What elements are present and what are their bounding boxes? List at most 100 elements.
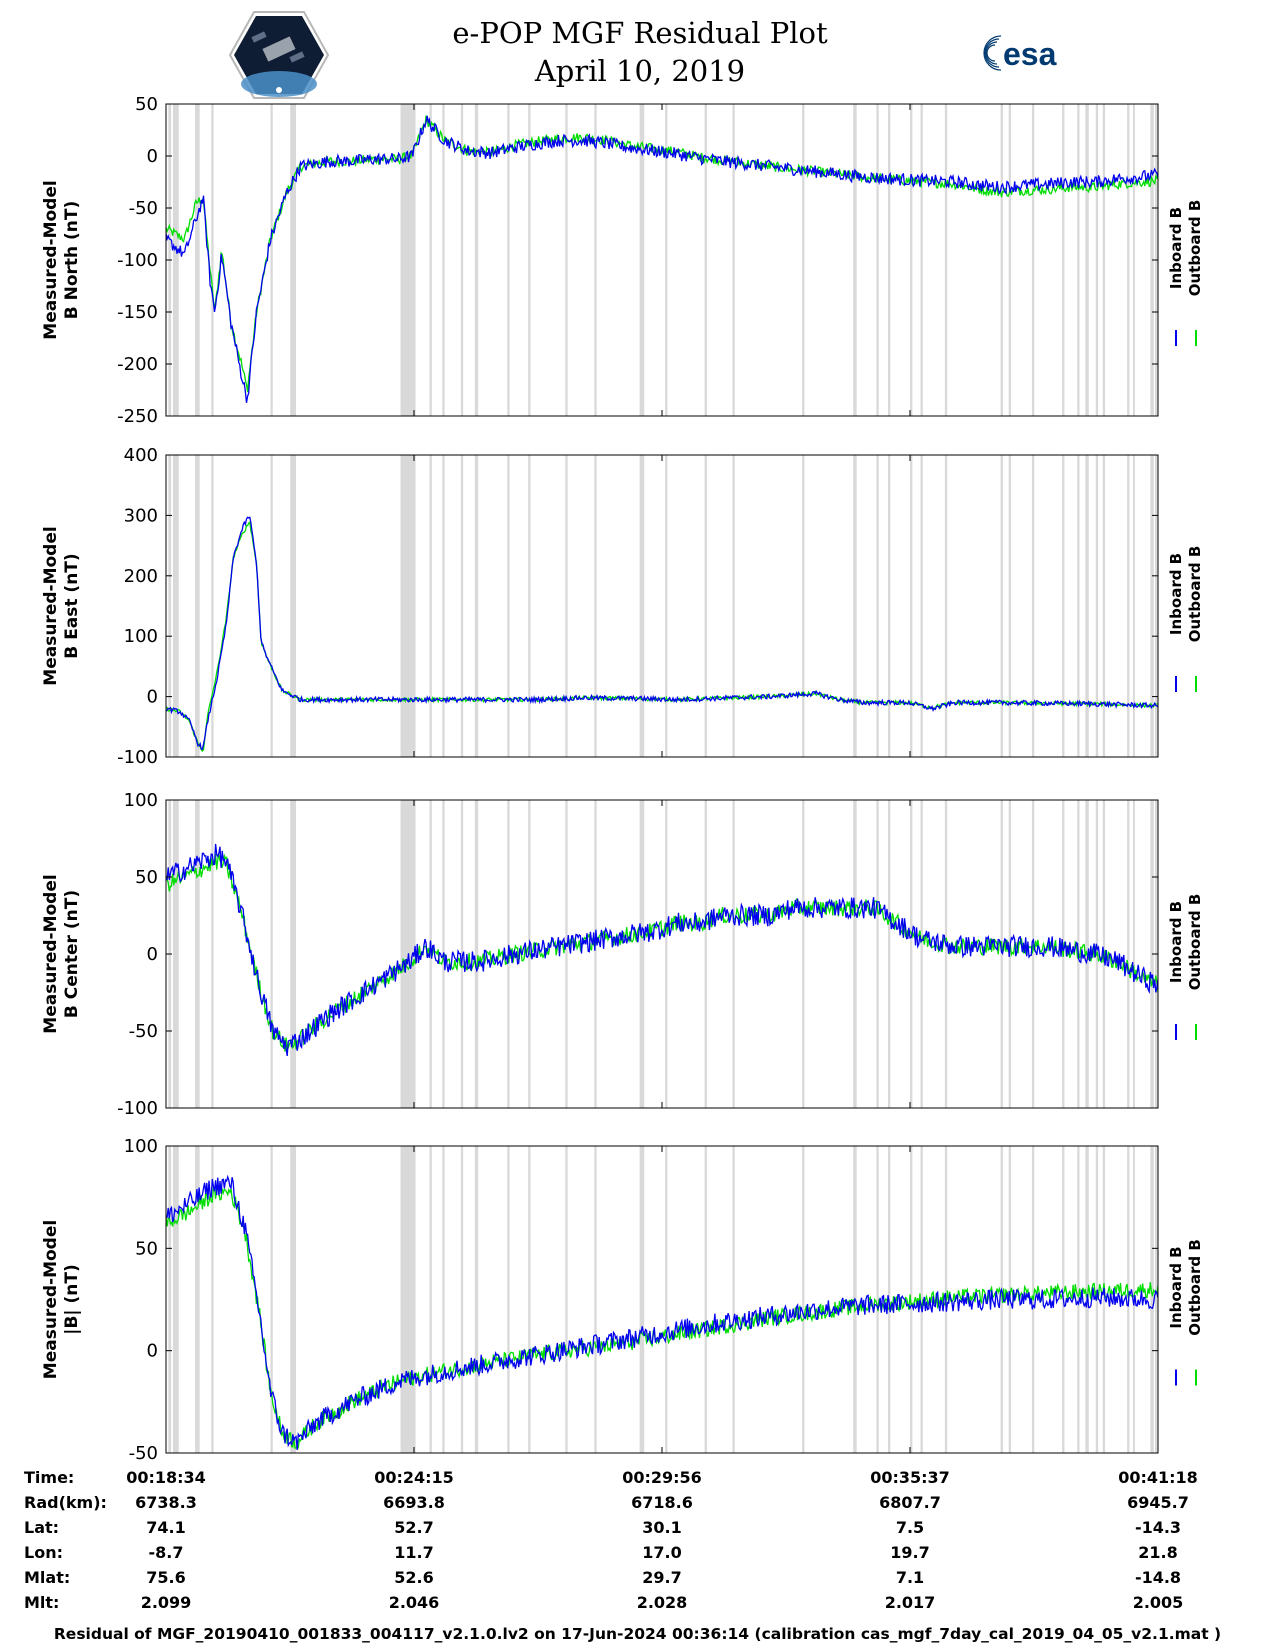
gap-band xyxy=(1031,800,1035,1108)
gap-band xyxy=(1095,455,1099,757)
y-tick-label: 0 xyxy=(147,146,158,167)
gap-band xyxy=(853,800,857,1108)
gap-band xyxy=(594,104,597,416)
gap-band xyxy=(1132,455,1135,757)
legend-outboard-label: Outboard B xyxy=(1186,200,1204,297)
inboard-series-line xyxy=(166,1174,1158,1451)
orbit-row-value: 19.7 xyxy=(890,1543,930,1562)
y-tick-label: 50 xyxy=(135,1238,158,1259)
orbit-row-value: 6807.7 xyxy=(879,1493,941,1512)
orbit-row-value: 11.7 xyxy=(394,1543,434,1562)
gap-band xyxy=(1077,1146,1080,1453)
orbit-row-value: -14.8 xyxy=(1134,1568,1182,1587)
footnote: Residual of MGF_20190410_001833_004117_v… xyxy=(53,1625,1222,1643)
gap-band xyxy=(1077,455,1080,757)
gap-band xyxy=(704,455,707,757)
gap-band xyxy=(1102,104,1106,416)
plot-date: April 10, 2019 xyxy=(534,54,746,88)
orbit-row-value: 7.5 xyxy=(895,1518,925,1537)
gap-band xyxy=(1085,104,1089,416)
orbit-row-value: 6945.7 xyxy=(1127,1493,1189,1512)
gap-band xyxy=(195,800,200,1108)
orbit-row-value: 00:29:56 xyxy=(622,1468,702,1487)
gap-band xyxy=(460,800,464,1108)
gap-band xyxy=(565,104,568,416)
orbit-row-label: Lon: xyxy=(24,1543,63,1562)
gap-band xyxy=(1150,455,1154,757)
gap-band xyxy=(270,455,273,757)
gap-band xyxy=(920,455,923,757)
gap-band xyxy=(400,455,416,757)
gap-band xyxy=(168,1146,172,1453)
orbit-row-value: 75.6 xyxy=(146,1568,186,1587)
y-tick-label: 50 xyxy=(135,94,158,115)
gap-band xyxy=(1132,800,1135,1108)
title-block: e-POP MGF Residual Plot April 10, 2019 xyxy=(400,14,880,90)
gap-band xyxy=(290,1146,297,1453)
gap-band xyxy=(704,800,707,1108)
gap-band xyxy=(802,104,805,416)
gap-band xyxy=(270,104,273,416)
legend-outboard-label: Outboard B xyxy=(1186,1239,1204,1336)
gap-band xyxy=(400,104,416,416)
gap-band xyxy=(1000,800,1003,1108)
orbit-row-value: 2.017 xyxy=(884,1593,936,1612)
y-axis-label: Measured-ModelB North (nT) xyxy=(41,180,82,339)
orbit-row-value: -8.7 xyxy=(148,1543,184,1562)
orbit-row-value: 21.8 xyxy=(1138,1543,1178,1562)
y-tick-label: -200 xyxy=(117,354,158,375)
orbit-row-value: 2.046 xyxy=(388,1593,440,1612)
orbit-row-value: 00:18:34 xyxy=(126,1468,206,1487)
gap-band xyxy=(460,104,464,416)
y-tick-label: 400 xyxy=(124,445,158,466)
gap-band xyxy=(211,455,214,757)
gap-band xyxy=(594,1146,597,1453)
gap-band xyxy=(732,455,735,757)
gap-band xyxy=(442,104,445,416)
gap-band xyxy=(507,104,510,416)
y-tick-label: 0 xyxy=(147,1341,158,1362)
y-tick-label: -50 xyxy=(129,198,158,219)
legend-inboard-label: Inboard B xyxy=(1167,553,1185,635)
y-axis-label: Measured-ModelB East (nT) xyxy=(41,526,82,685)
gap-band xyxy=(594,455,597,757)
gap-band xyxy=(920,800,923,1108)
gap-band xyxy=(944,800,948,1108)
y-tick-label: 0 xyxy=(147,944,158,965)
gap-band xyxy=(853,455,857,757)
panel-4: 100 50 0 -50 Measured-Model|B| (nT) Inboard B… xyxy=(41,1136,1204,1464)
orbit-row-label: Time: xyxy=(24,1468,75,1487)
gap-band xyxy=(639,455,645,757)
gap-band xyxy=(639,800,645,1108)
gap-band xyxy=(639,1146,645,1453)
legend-outboard-label: Outboard B xyxy=(1186,546,1204,643)
cassiope-mission-logo xyxy=(228,11,330,99)
gap-band xyxy=(876,800,879,1108)
gap-band xyxy=(1031,104,1035,416)
y-tick-label: 100 xyxy=(124,1136,158,1157)
orbit-row-value: 17.0 xyxy=(642,1543,682,1562)
orbit-row-value: 52.7 xyxy=(394,1518,434,1537)
y-tick-label: 50 xyxy=(135,867,158,888)
panel-3: 100 50 0 -50 -100 Measured-ModelB Center (nT)… xyxy=(41,790,1204,1119)
gap-band xyxy=(429,104,432,416)
gap-band xyxy=(1062,455,1065,757)
gap-band xyxy=(442,455,445,757)
orbit-row-value: 6693.8 xyxy=(383,1493,445,1512)
gap-band xyxy=(732,800,735,1108)
gap-band xyxy=(460,1146,464,1453)
gap-band xyxy=(1127,800,1130,1108)
gap-band xyxy=(442,1146,445,1453)
gap-band xyxy=(474,455,479,757)
outboard-series-line xyxy=(166,853,1158,1052)
gap-band xyxy=(172,104,179,416)
gap-band xyxy=(270,800,273,1108)
orbit-row-label: Rad(km): xyxy=(24,1493,107,1512)
gap-band xyxy=(429,1146,432,1453)
orbit-row-value: 30.1 xyxy=(642,1518,682,1537)
orbit-row-value: 00:24:15 xyxy=(374,1468,454,1487)
gap-band xyxy=(528,455,531,757)
y-axis-label: Measured-Model|B| (nT) xyxy=(41,1220,82,1379)
gap-band xyxy=(528,800,531,1108)
